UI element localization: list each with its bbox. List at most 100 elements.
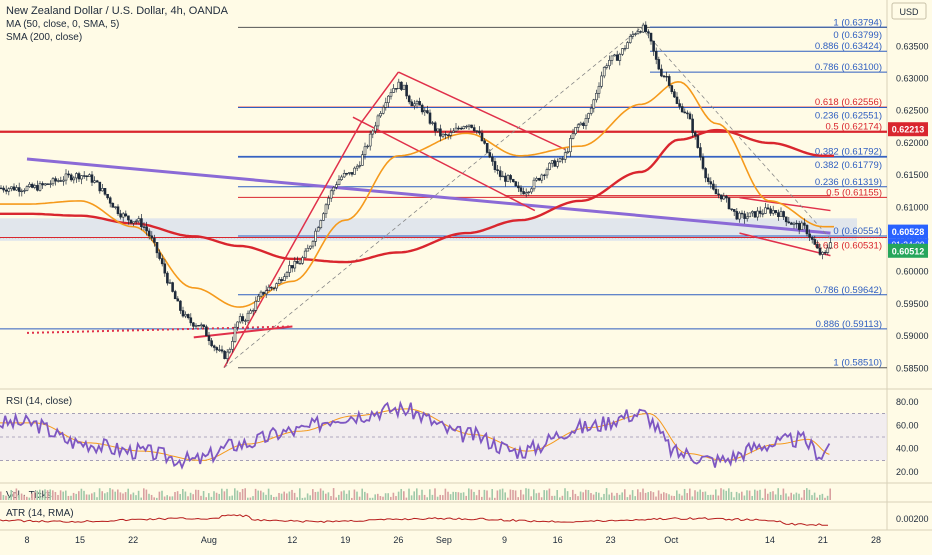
- candle-body[interactable]: [524, 192, 528, 195]
- candle-body[interactable]: [483, 140, 486, 144]
- fib-retracement-layer[interactable]: 1 (0.63794) 0 (0.63799)0.886 (0.63424) 0.7…: [0, 17, 887, 369]
- candle-body[interactable]: [106, 193, 109, 199]
- candle-body[interactable]: [56, 180, 60, 182]
- candle-body[interactable]: [600, 75, 603, 87]
- candle-body[interactable]: [745, 216, 749, 219]
- candle-body[interactable]: [371, 130, 375, 135]
- candle-body[interactable]: [465, 125, 468, 128]
- candle-body[interactable]: [527, 191, 531, 194]
- candle-body[interactable]: [283, 276, 286, 281]
- candle-body[interactable]: [355, 165, 359, 169]
- ma50-legend[interactable]: MA (50, close, 0, SMA, 5): [6, 19, 119, 30]
- candle-body[interactable]: [262, 291, 265, 295]
- candle-body[interactable]: [610, 55, 614, 61]
- candle-body[interactable]: [186, 314, 190, 319]
- candle-body[interactable]: [101, 188, 104, 192]
- candle-body[interactable]: [179, 300, 182, 311]
- candle-body[interactable]: [259, 291, 263, 297]
- atr-legend[interactable]: ATR (14, RMA): [6, 508, 74, 519]
- candle-body[interactable]: [441, 133, 445, 137]
- candle-body[interactable]: [64, 173, 68, 181]
- candle-body[interactable]: [519, 187, 523, 192]
- candle-body[interactable]: [309, 245, 312, 249]
- candle-body[interactable]: [17, 187, 21, 192]
- candle-body[interactable]: [257, 295, 260, 302]
- candle-body[interactable]: [77, 173, 81, 180]
- candle-body[interactable]: [238, 316, 242, 323]
- candle-body[interactable]: [147, 230, 151, 237]
- candle-body[interactable]: [478, 130, 481, 134]
- candle-body[interactable]: [730, 208, 733, 210]
- flag-upper-line[interactable]: [398, 71, 566, 151]
- candle-body[interactable]: [420, 104, 424, 113]
- candle-body[interactable]: [548, 162, 551, 170]
- candle-body[interactable]: [597, 85, 601, 94]
- candle-body[interactable]: [667, 76, 671, 86]
- candle-body[interactable]: [743, 213, 746, 219]
- candle-body[interactable]: [576, 124, 580, 128]
- candle-body[interactable]: [7, 188, 11, 192]
- candle-body[interactable]: [54, 178, 57, 182]
- candle-body[interactable]: [95, 180, 99, 183]
- candle-body[interactable]: [15, 187, 18, 191]
- candle-body[interactable]: [808, 233, 811, 238]
- candle-body[interactable]: [30, 183, 34, 188]
- candles-layer[interactable]: [0, 21, 832, 364]
- candle-body[interactable]: [335, 184, 338, 188]
- candle-body[interactable]: [693, 132, 697, 136]
- candle-body[interactable]: [818, 247, 822, 255]
- candle-body[interactable]: [415, 101, 419, 105]
- rsi-panel[interactable]: 80.00 60.00 40.00 20.00: [0, 397, 919, 477]
- candle-body[interactable]: [550, 160, 554, 164]
- candle-body[interactable]: [124, 213, 128, 217]
- candle-body[interactable]: [787, 221, 791, 224]
- candle-body[interactable]: [231, 341, 234, 350]
- candle-body[interactable]: [704, 168, 707, 179]
- candle-body[interactable]: [407, 95, 411, 103]
- currency-button[interactable]: [891, 2, 927, 20]
- candle-body[interactable]: [582, 122, 585, 126]
- candle-body[interactable]: [436, 128, 440, 132]
- candle-body[interactable]: [189, 317, 193, 324]
- candle-body[interactable]: [272, 287, 276, 290]
- candle-body[interactable]: [127, 215, 130, 221]
- candle-body[interactable]: [488, 152, 492, 158]
- candle-body[interactable]: [160, 258, 164, 265]
- candle-body[interactable]: [423, 110, 427, 113]
- candle-body[interactable]: [129, 219, 133, 224]
- candle-body[interactable]: [566, 151, 570, 154]
- candle-body[interactable]: [82, 175, 86, 177]
- candle-body[interactable]: [88, 174, 91, 177]
- candle-body[interactable]: [246, 312, 250, 321]
- candle-body[interactable]: [496, 169, 499, 171]
- rsi-legend[interactable]: RSI (14, close): [6, 396, 72, 407]
- candle-body[interactable]: [363, 146, 367, 156]
- candle-body[interactable]: [803, 222, 806, 226]
- candle-body[interactable]: [418, 101, 421, 106]
- candle-body[interactable]: [158, 252, 161, 259]
- candle-body[interactable]: [532, 179, 536, 190]
- candle-body[interactable]: [228, 349, 232, 353]
- candle-body[interactable]: [459, 127, 463, 130]
- candle-body[interactable]: [691, 118, 694, 133]
- candle-body[interactable]: [41, 183, 44, 186]
- candle-body[interactable]: [197, 325, 200, 327]
- candle-body[interactable]: [701, 156, 705, 169]
- candle-body[interactable]: [433, 122, 437, 132]
- candle-body[interactable]: [348, 172, 351, 174]
- candle-body[interactable]: [342, 173, 346, 178]
- candle-body[interactable]: [699, 147, 702, 158]
- candle-body[interactable]: [613, 54, 616, 57]
- candle-body[interactable]: [223, 350, 226, 359]
- candle-body[interactable]: [285, 272, 289, 277]
- candle-body[interactable]: [758, 210, 762, 214]
- candle-body[interactable]: [647, 31, 650, 34]
- candle-body[interactable]: [184, 314, 187, 317]
- candle-body[interactable]: [618, 53, 622, 61]
- candle-body[interactable]: [805, 225, 809, 235]
- candle-body[interactable]: [626, 42, 629, 49]
- candle-body[interactable]: [764, 207, 767, 214]
- candle-body[interactable]: [103, 188, 107, 195]
